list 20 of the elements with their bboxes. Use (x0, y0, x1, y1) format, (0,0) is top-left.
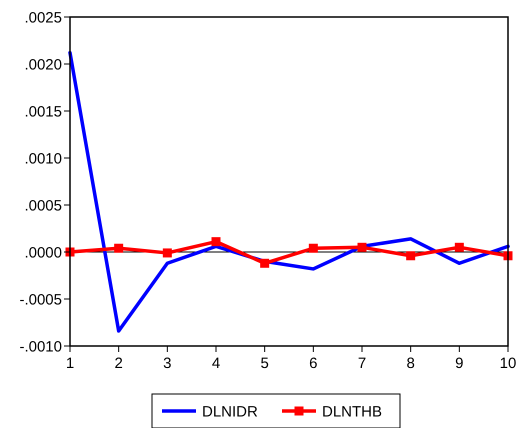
y-tick-label: -.0005 (19, 291, 62, 308)
x-tick-label: 6 (309, 355, 318, 372)
y-tick-label: .0000 (24, 244, 62, 262)
x-tick-label: 5 (260, 355, 269, 372)
y-tick-label: .0015 (24, 103, 62, 120)
x-tick-label: 8 (406, 355, 415, 372)
y-tick-label: -.0010 (19, 338, 62, 356)
legend-label: DLNTHB (322, 403, 382, 420)
x-tick-label: 10 (500, 355, 516, 372)
x-tick-label: 1 (66, 355, 74, 372)
y-tick-label: .0025 (24, 9, 62, 26)
legend-label: DLNIDR (202, 403, 258, 420)
x-tick-label: 4 (212, 355, 220, 372)
y-tick-label: .0020 (24, 56, 62, 74)
y-tick-label: .0005 (24, 197, 62, 214)
x-tick-label: 3 (163, 355, 172, 372)
x-tick-label: 2 (114, 355, 123, 372)
x-tick-label: 7 (358, 355, 366, 372)
x-tick-label: 9 (455, 355, 464, 372)
y-tick-label: .0010 (24, 150, 62, 168)
